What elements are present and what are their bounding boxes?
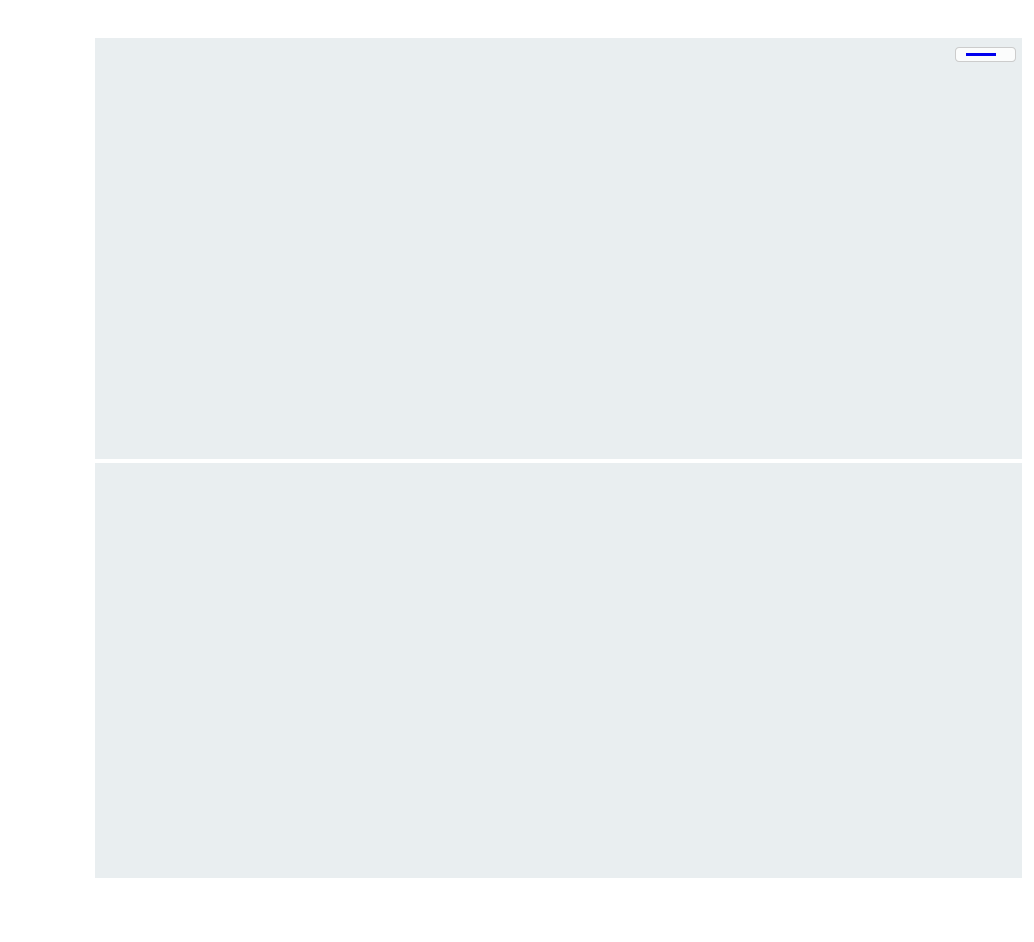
y-axis-label-top: [18, 38, 44, 459]
legend[interactable]: [955, 47, 1016, 62]
legend-line-icon: [966, 53, 996, 56]
bottom-axes-absolute-change: [95, 463, 1022, 878]
y-axis-label-bottom: [18, 463, 44, 878]
top-axes-economic-capital-ratio: [95, 38, 1022, 459]
